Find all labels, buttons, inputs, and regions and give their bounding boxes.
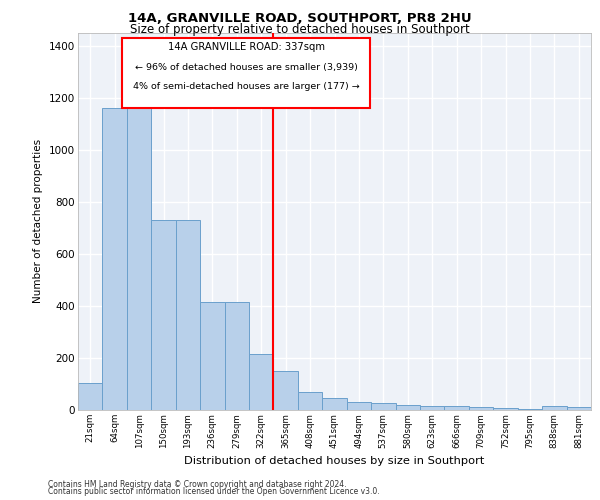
Bar	[566, 408, 591, 410]
Text: Size of property relative to detached houses in Southport: Size of property relative to detached ho…	[130, 22, 470, 36]
Bar	[445, 406, 469, 410]
Text: 14A GRANVILLE ROAD: 337sqm: 14A GRANVILLE ROAD: 337sqm	[167, 42, 325, 52]
Bar	[103, 108, 127, 410]
Bar	[298, 392, 322, 410]
Bar	[200, 302, 224, 410]
Bar	[371, 404, 395, 410]
Bar	[518, 408, 542, 410]
Text: Contains HM Land Registry data © Crown copyright and database right 2024.: Contains HM Land Registry data © Crown c…	[48, 480, 347, 489]
Y-axis label: Number of detached properties: Number of detached properties	[34, 139, 43, 304]
Text: ← 96% of detached houses are smaller (3,939): ← 96% of detached houses are smaller (3,…	[134, 62, 358, 72]
Bar	[78, 382, 103, 410]
Bar	[274, 371, 298, 410]
Bar	[249, 354, 274, 410]
Bar	[127, 108, 151, 410]
Bar	[176, 220, 200, 410]
Bar	[322, 398, 347, 410]
Bar	[224, 302, 249, 410]
Bar	[542, 406, 566, 410]
Bar	[420, 406, 445, 410]
Bar	[395, 406, 420, 410]
FancyBboxPatch shape	[122, 38, 370, 108]
Bar	[469, 408, 493, 410]
X-axis label: Distribution of detached houses by size in Southport: Distribution of detached houses by size …	[184, 456, 485, 466]
Bar	[347, 402, 371, 410]
Text: Contains public sector information licensed under the Open Government Licence v3: Contains public sector information licen…	[48, 487, 380, 496]
Text: 4% of semi-detached houses are larger (177) →: 4% of semi-detached houses are larger (1…	[133, 82, 359, 90]
Bar	[493, 408, 518, 410]
Text: 14A, GRANVILLE ROAD, SOUTHPORT, PR8 2HU: 14A, GRANVILLE ROAD, SOUTHPORT, PR8 2HU	[128, 12, 472, 26]
Bar	[151, 220, 176, 410]
